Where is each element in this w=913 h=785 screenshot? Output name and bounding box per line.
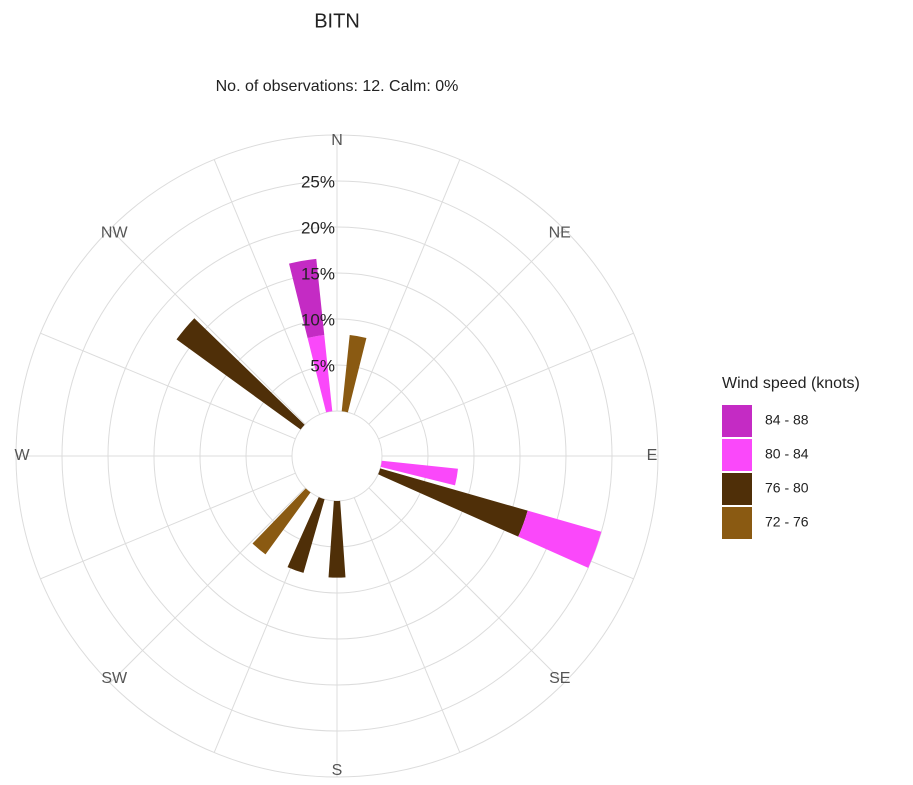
compass-label: N [331,132,343,149]
legend-swatch [722,439,752,471]
wedge [380,460,458,486]
legend-swatch [722,405,752,437]
grid-ring [199,318,475,594]
legend-label: 76 - 80 [765,480,809,496]
ring-label: 20% [301,218,335,237]
wedge [289,258,325,338]
legend-label: 72 - 76 [765,514,809,530]
grid-ring [15,134,659,778]
compass-label: E [647,447,658,464]
ring-label: 25% [301,172,335,191]
wedge [378,468,528,537]
compass-label: S [332,762,343,779]
wedge [307,335,333,413]
wedge [176,318,305,430]
legend-label: 80 - 84 [765,446,809,462]
legend-swatch [722,473,752,505]
legend-label: 84 - 88 [765,412,809,428]
wedge [518,510,602,568]
legend-swatch [722,507,752,539]
compass-label: W [14,447,30,464]
chart-title: BITN [314,10,360,32]
chart-subtitle: No. of observations: 12. Calm: 0% [216,78,459,95]
grid-ring [291,410,383,502]
wedge [252,488,311,555]
wedge [341,335,367,413]
grid-ring [107,226,567,686]
legend-title: Wind speed (knots) [722,375,860,392]
wedge [287,497,325,573]
compass-label: SE [549,670,570,687]
ring-label: 10% [301,310,335,329]
compass-label: NE [549,224,571,241]
grid-ring [61,180,613,732]
wedge [328,500,346,578]
compass-label: SW [101,670,128,687]
compass-label: NW [101,224,129,241]
ring-label: 5% [310,356,335,375]
grid-ring [153,272,521,640]
ring-label: 15% [301,264,335,283]
